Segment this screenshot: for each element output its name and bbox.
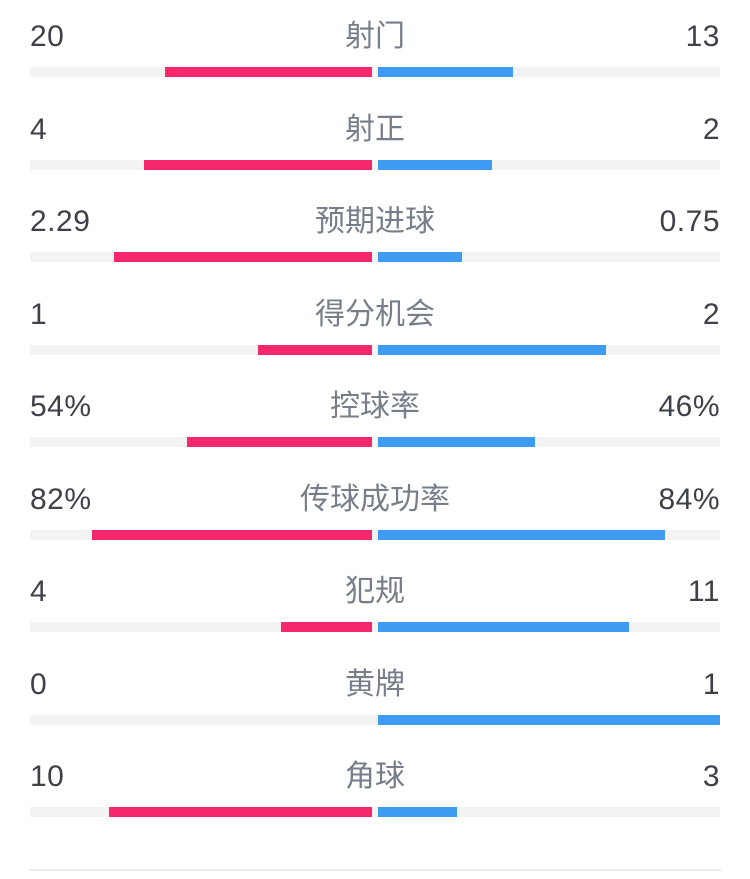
stat-row-2: 4 射正 2 xyxy=(0,93,750,186)
away-value: 46% xyxy=(658,390,720,423)
stat-label: 射正 xyxy=(345,112,405,146)
stat-bar-track xyxy=(30,437,720,447)
away-bar-area xyxy=(375,344,720,355)
stat-text-line: 20 射门 13 xyxy=(0,20,750,54)
stat-row-9: 10 角球 3 xyxy=(0,740,750,833)
away-bar-area xyxy=(375,437,720,447)
home-bar-area xyxy=(30,252,375,262)
home-bar xyxy=(114,252,372,262)
away-bar-area xyxy=(375,252,720,262)
bottom-divider xyxy=(29,869,721,871)
stat-text-line: 54% 控球率 46% xyxy=(0,390,750,424)
away-bar-area xyxy=(375,807,720,817)
stat-label: 犯规 xyxy=(345,575,405,608)
away-bar-area xyxy=(375,714,720,725)
home-bar-area xyxy=(30,344,375,355)
stat-text-line: 1 得分机会 2 xyxy=(0,298,750,332)
away-bar-area xyxy=(375,622,720,632)
stat-text-line: 4 射正 2 xyxy=(0,113,750,147)
away-value: 2 xyxy=(702,112,720,146)
home-value: 4 xyxy=(30,575,48,608)
away-bar xyxy=(378,67,513,77)
home-bar xyxy=(165,67,372,77)
home-bar-area xyxy=(30,529,375,540)
home-bar-area xyxy=(30,622,375,632)
stat-text-line: 4 犯规 11 xyxy=(0,575,750,609)
stat-bar-track xyxy=(30,529,720,540)
stat-label: 黄牌 xyxy=(345,667,405,701)
home-value: 82% xyxy=(30,482,92,516)
home-bar xyxy=(187,437,372,447)
stat-row-4: 1 得分机会 2 xyxy=(0,278,750,371)
away-bar xyxy=(378,437,535,447)
away-value: 1 xyxy=(702,667,720,701)
stats-rows-container: 20 射门 13 4 射正 2 2. xyxy=(0,0,750,833)
stat-bar-track xyxy=(30,67,720,77)
stat-bar-track xyxy=(30,344,720,355)
stat-row-6: 82% 传球成功率 84% xyxy=(0,463,750,556)
away-bar xyxy=(378,344,606,355)
home-bar xyxy=(144,159,372,170)
home-value: 54% xyxy=(30,390,92,423)
home-value: 2.29 xyxy=(30,205,91,238)
stat-label: 射门 xyxy=(345,20,405,53)
home-bar xyxy=(281,622,372,632)
stat-label: 控球率 xyxy=(330,390,420,423)
stat-row-3: 2.29 预期进球 0.75 xyxy=(0,185,750,278)
away-bar xyxy=(378,622,629,632)
stat-label: 角球 xyxy=(345,760,405,793)
away-bar xyxy=(378,714,720,725)
home-value: 20 xyxy=(30,20,65,53)
stat-label: 得分机会 xyxy=(315,297,435,331)
away-value: 3 xyxy=(702,760,720,793)
stat-bar-track xyxy=(30,622,720,632)
stat-bar-track xyxy=(30,714,720,725)
stat-label: 预期进球 xyxy=(315,205,435,238)
away-value: 0.75 xyxy=(659,205,720,238)
away-value: 11 xyxy=(687,575,720,608)
stat-bar-track xyxy=(30,252,720,262)
home-value: 4 xyxy=(30,112,48,146)
home-bar-area xyxy=(30,437,375,447)
away-bar xyxy=(378,807,457,817)
stat-label: 传球成功率 xyxy=(300,482,450,516)
home-bar xyxy=(92,529,372,540)
stat-row-7: 4 犯规 11 xyxy=(0,555,750,648)
stat-row-5: 54% 控球率 46% xyxy=(0,370,750,463)
stat-text-line: 2.29 预期进球 0.75 xyxy=(0,205,750,239)
away-bar xyxy=(378,159,492,170)
home-value: 1 xyxy=(30,297,48,331)
stat-text-line: 0 黄牌 1 xyxy=(0,668,750,702)
away-value: 13 xyxy=(685,20,720,53)
home-bar-area xyxy=(30,807,375,817)
away-bar xyxy=(378,252,462,262)
home-bar-area xyxy=(30,715,375,725)
stat-row-1: 20 射门 13 xyxy=(0,0,750,93)
away-value: 2 xyxy=(702,297,720,331)
stat-text-line: 82% 传球成功率 84% xyxy=(0,483,750,517)
stat-row-8: 0 黄牌 1 xyxy=(0,648,750,741)
away-bar-area xyxy=(375,67,720,77)
away-value: 84% xyxy=(658,482,720,516)
home-value: 10 xyxy=(30,760,65,793)
away-bar-area xyxy=(375,159,720,170)
home-value: 0 xyxy=(30,667,48,701)
home-bar-area xyxy=(30,159,375,170)
stat-text-line: 10 角球 3 xyxy=(0,760,750,794)
away-bar xyxy=(378,529,665,540)
stat-bar-track xyxy=(30,807,720,817)
stat-bar-track xyxy=(30,159,720,170)
home-bar xyxy=(109,807,372,817)
home-bar xyxy=(258,344,372,355)
away-bar-area xyxy=(375,529,720,540)
home-bar-area xyxy=(30,67,375,77)
